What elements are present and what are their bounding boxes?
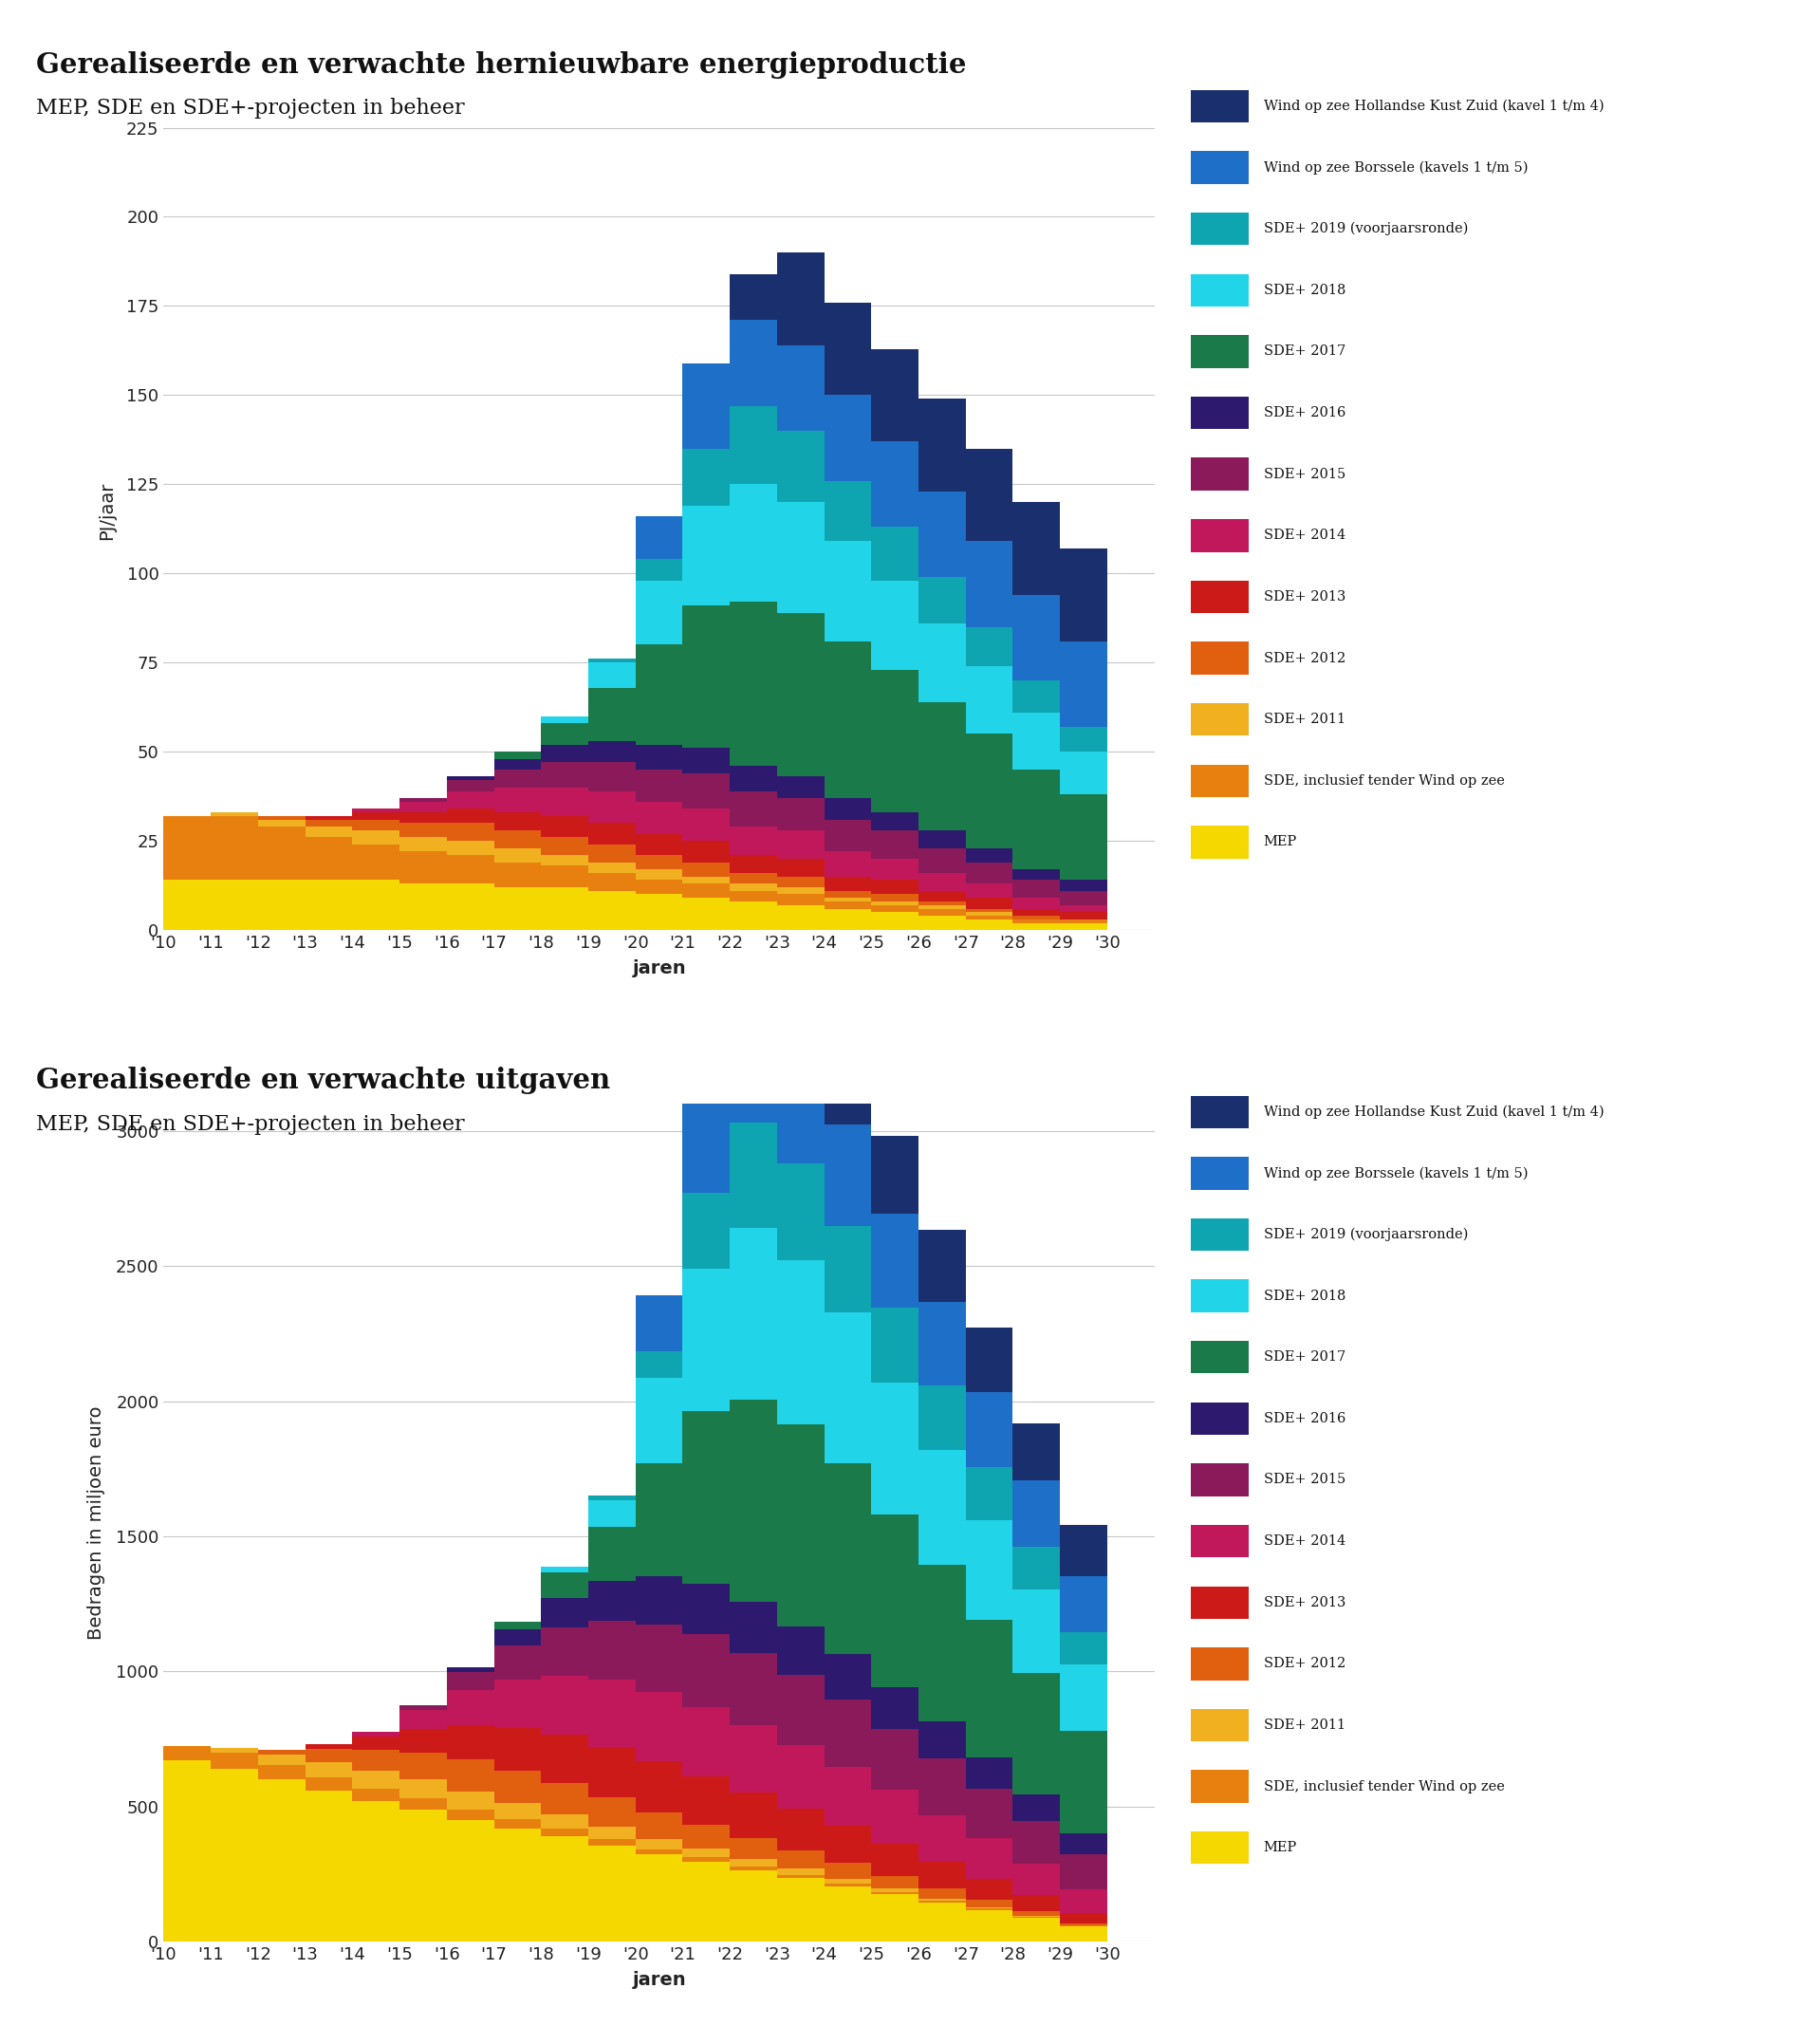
Text: SDE+ 2012: SDE+ 2012	[1264, 1658, 1345, 1670]
Text: SDE, inclusief tender Wind op zee: SDE, inclusief tender Wind op zee	[1264, 1780, 1505, 1793]
Y-axis label: Bedragen in miljoen euro: Bedragen in miljoen euro	[87, 1406, 105, 1639]
Text: Gerealiseerde en verwachte uitgaven: Gerealiseerde en verwachte uitgaven	[36, 1067, 611, 1094]
X-axis label: jaren: jaren	[633, 959, 685, 977]
Text: Wind op zee Borssele (kavels 1 t/m 5): Wind op zee Borssele (kavels 1 t/m 5)	[1264, 161, 1527, 174]
Text: SDE+ 2012: SDE+ 2012	[1264, 652, 1345, 664]
Text: SDE+ 2013: SDE+ 2013	[1264, 1596, 1345, 1609]
Text: Wind op zee Hollandse Kust Zuid (kavel 1 t/m 4): Wind op zee Hollandse Kust Zuid (kavel 1…	[1264, 100, 1603, 112]
Text: SDE+ 2016: SDE+ 2016	[1264, 407, 1345, 419]
Text: SDE+ 2019 (voorjaarsronde): SDE+ 2019 (voorjaarsronde)	[1264, 1228, 1467, 1241]
Text: SDE+ 2013: SDE+ 2013	[1264, 591, 1345, 603]
Text: SDE+ 2011: SDE+ 2011	[1264, 1719, 1345, 1731]
Text: SDE, inclusief tender Wind op zee: SDE, inclusief tender Wind op zee	[1264, 775, 1505, 787]
Text: SDE+ 2011: SDE+ 2011	[1264, 713, 1345, 726]
Text: Gerealiseerde en verwachte hernieuwbare energieproductie: Gerealiseerde en verwachte hernieuwbare …	[36, 51, 967, 78]
Text: MEP, SDE en SDE+-projecten in beheer: MEP, SDE en SDE+-projecten in beheer	[36, 98, 465, 119]
Text: SDE+ 2017: SDE+ 2017	[1264, 345, 1345, 358]
Text: SDE+ 2018: SDE+ 2018	[1264, 1290, 1345, 1302]
Text: SDE+ 2016: SDE+ 2016	[1264, 1412, 1345, 1425]
Text: MEP, SDE en SDE+-projecten in beheer: MEP, SDE en SDE+-projecten in beheer	[36, 1114, 465, 1134]
X-axis label: jaren: jaren	[633, 1970, 685, 1989]
Text: MEP: MEP	[1264, 1842, 1296, 1854]
Text: SDE+ 2014: SDE+ 2014	[1264, 1535, 1345, 1547]
Text: SDE+ 2018: SDE+ 2018	[1264, 284, 1345, 296]
Text: SDE+ 2015: SDE+ 2015	[1264, 1474, 1345, 1486]
Y-axis label: PJ/jaar: PJ/jaar	[98, 482, 116, 540]
Text: SDE+ 2017: SDE+ 2017	[1264, 1351, 1345, 1363]
Text: MEP: MEP	[1264, 836, 1296, 848]
Text: Wind op zee Hollandse Kust Zuid (kavel 1 t/m 4): Wind op zee Hollandse Kust Zuid (kavel 1…	[1264, 1106, 1603, 1118]
Text: SDE+ 2019 (voorjaarsronde): SDE+ 2019 (voorjaarsronde)	[1264, 223, 1467, 235]
Text: SDE+ 2014: SDE+ 2014	[1264, 529, 1345, 542]
Text: Wind op zee Borssele (kavels 1 t/m 5): Wind op zee Borssele (kavels 1 t/m 5)	[1264, 1167, 1527, 1179]
Text: SDE+ 2015: SDE+ 2015	[1264, 468, 1345, 480]
